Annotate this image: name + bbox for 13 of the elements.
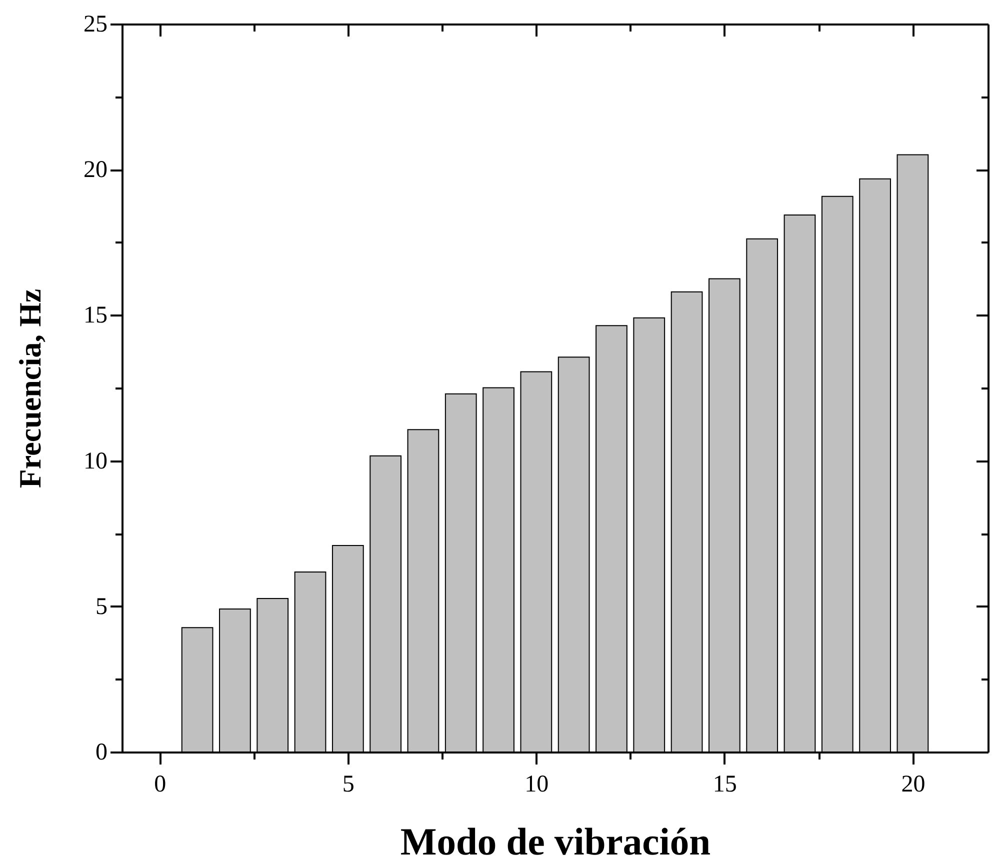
x-tick-label: 10 (524, 772, 549, 798)
y-tick-label: 20 (84, 157, 108, 184)
y-tick-label: 5 (96, 594, 108, 620)
y-tick-label: 15 (84, 302, 108, 329)
x-tick-label: 0 (154, 772, 166, 798)
x-tick-label: 20 (901, 772, 926, 798)
x-tick-label: 15 (712, 772, 737, 798)
y-tick-label: 0 (96, 740, 108, 766)
x-tick-label: 5 (342, 772, 354, 798)
y-tick-label: 10 (84, 448, 108, 474)
y-axis-title: Frecuencia, Hz (12, 288, 48, 488)
y-tick-label: 25 (84, 12, 108, 38)
x-axis-title: Modo de vibración (400, 822, 711, 860)
